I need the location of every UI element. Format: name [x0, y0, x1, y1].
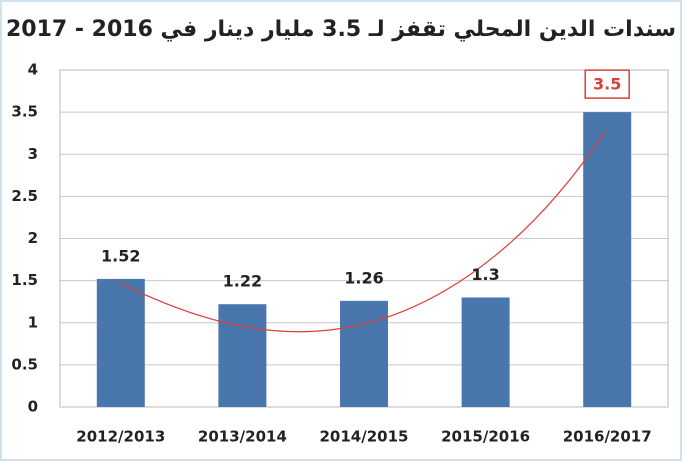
- x-tick-label: 2015/2016: [441, 428, 530, 446]
- y-tick-label: 1.5: [11, 271, 38, 289]
- y-tick-label: 0.5: [11, 355, 38, 373]
- x-tick-label: 2014/2015: [320, 428, 409, 446]
- chart-title: سندات الدين المحلي تقفز لـ 3.5 مليار دين…: [6, 17, 676, 42]
- x-tick-label: 2012/2013: [76, 428, 165, 446]
- y-tick-label: 2: [28, 229, 38, 247]
- bar: [96, 278, 145, 407]
- labels: 00.511.522.533.542012/20131.522013/20141…: [11, 61, 651, 446]
- value-label: 1.3: [471, 265, 499, 284]
- x-tick-label: 2016/2017: [563, 428, 652, 446]
- value-label: 1.22: [223, 272, 262, 291]
- trend-line: [117, 129, 607, 333]
- x-tick-label: 2013/2014: [198, 428, 287, 446]
- value-label-box: [584, 69, 630, 99]
- bar: [583, 112, 632, 407]
- bar: [340, 300, 388, 407]
- value-label: 1.52: [101, 246, 140, 265]
- value-label: 1.26: [344, 268, 383, 287]
- y-tick-label: 0: [28, 398, 38, 416]
- y-tick-label: 2.5: [11, 187, 38, 205]
- bar: [218, 304, 267, 407]
- value-label: 3.5: [593, 75, 621, 94]
- y-tick-label: 1: [28, 313, 38, 331]
- bars: [96, 112, 632, 407]
- y-tick-label: 3.5: [11, 103, 38, 121]
- y-tick-label: 4: [28, 61, 38, 79]
- bar: [461, 297, 510, 407]
- y-tick-label: 3: [28, 145, 38, 163]
